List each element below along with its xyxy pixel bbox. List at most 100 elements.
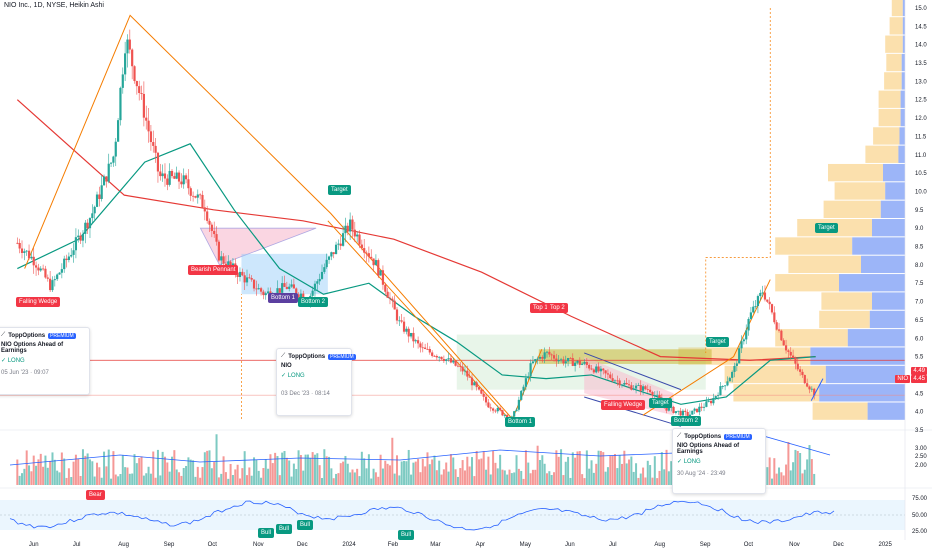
candle-body: [569, 358, 572, 359]
candle-body: [543, 352, 546, 359]
candle-body: [513, 411, 516, 417]
vp-buy-bar: [889, 17, 903, 35]
volume-bar: [98, 467, 101, 485]
idea-card-2[interactable]: ⟋ ToppOptions PREMIUM NIO ✓ LONG 03 Dec '2…: [276, 348, 356, 416]
volume-bar: [360, 451, 363, 485]
card-side: ✓ LONG: [677, 458, 761, 465]
volume-bar: [646, 460, 649, 485]
candle-body: [107, 163, 110, 182]
candle-body: [381, 270, 385, 285]
candle-body: [346, 225, 349, 232]
volume-bar: [56, 470, 59, 485]
volume-bar: [799, 452, 802, 485]
bearish-pennant-shape: [199, 227, 317, 266]
volume-bar: [131, 473, 134, 485]
tag-rsi-bull-3[interactable]: Bull: [297, 520, 314, 530]
volume-bar: [407, 449, 410, 485]
volume-bar: [564, 461, 567, 485]
volume-bar: [72, 461, 75, 485]
candle-body: [325, 259, 328, 268]
candle-body: [215, 234, 218, 242]
candle-body: [42, 268, 45, 270]
candle-body: [719, 386, 722, 396]
card-title: NIO Options Ahead of Earnings: [677, 443, 740, 455]
tag-rsi-bull-1[interactable]: Bull: [258, 528, 275, 538]
candle-body: [522, 386, 525, 391]
candle-body: [749, 312, 753, 320]
volume-bar: [576, 451, 579, 485]
volume-bar: [311, 452, 314, 485]
rsi-tick-label: 25.00: [912, 529, 928, 535]
volume-bar: [344, 455, 347, 485]
volume-bar: [117, 476, 120, 485]
volume-bar: [454, 469, 457, 485]
candle-body: [634, 385, 638, 389]
candle-body: [782, 340, 785, 346]
candle-body: [292, 284, 295, 289]
candle-body: [747, 319, 750, 331]
candle-body: [583, 362, 586, 364]
tag-rsi-bear[interactable]: Bear: [86, 490, 105, 500]
candle-body: [496, 407, 499, 412]
tag-target-4[interactable]: Target: [815, 223, 838, 233]
volume-bar: [246, 475, 249, 485]
volume-bar: [459, 468, 462, 485]
volume-bar: [185, 465, 188, 485]
tag-target-2[interactable]: Target: [649, 398, 672, 408]
tag-falling-wedge-2[interactable]: Falling Wedge: [601, 400, 646, 410]
candle-body: [576, 360, 579, 363]
candle-body: [44, 268, 47, 278]
time-tick-label: Feb: [388, 542, 399, 548]
candle-body: [578, 360, 581, 365]
vp-sell-bar: [819, 384, 905, 402]
card-title: NIO: [281, 363, 292, 369]
candle-body: [170, 170, 174, 177]
volume-bar: [304, 454, 307, 485]
idea-card-1[interactable]: ⟋ ToppOptions PREMIUM NIO Options Ahead of…: [0, 327, 90, 395]
vp-sell-bar: [847, 329, 905, 347]
candle-body: [278, 288, 281, 293]
tag-top-2[interactable]: Top 2: [547, 303, 568, 313]
idea-card-3[interactable]: ⟋ ToppOptions PREMIUM NIO Options Ahead of…: [672, 428, 766, 494]
vp-sell-bar: [883, 163, 905, 182]
volume-bar: [485, 469, 488, 485]
price-tick-label: 13.5: [915, 61, 927, 67]
candle-body: [562, 359, 565, 364]
candle-body: [700, 406, 703, 408]
tag-bottom-1-a[interactable]: Bottom 1: [268, 293, 299, 303]
volume-bar: [42, 466, 45, 485]
volume-bar: [39, 453, 42, 485]
candle-body: [641, 386, 645, 391]
candle-body: [74, 237, 78, 251]
tag-falling-wedge-1[interactable]: Falling Wedge: [16, 297, 61, 307]
tag-top-1[interactable]: Top 1: [530, 303, 551, 313]
tag-rsi-bull-2[interactable]: Bull: [276, 524, 293, 534]
candle-body: [745, 330, 748, 340]
tag-bottom-2-b[interactable]: Bottom 2: [671, 416, 702, 426]
tag-bearish-pennant[interactable]: Bearish Pennant: [188, 265, 239, 275]
volume-bar: [81, 449, 84, 485]
candle-body: [416, 340, 420, 344]
volume-bar: [567, 456, 570, 485]
candle-body: [177, 172, 181, 182]
vp-sell-bar: [880, 200, 905, 218]
candle-body: [70, 254, 73, 257]
card-brand: ToppOptions: [8, 332, 46, 339]
volume-bar: [152, 451, 155, 485]
candle-body: [674, 411, 678, 413]
tag-bottom-2-a[interactable]: Bottom 2: [298, 297, 329, 307]
candle-body: [618, 380, 621, 386]
candle-body: [611, 378, 614, 382]
vp-buy-bar: [885, 35, 903, 53]
candle-body: [297, 294, 300, 298]
tag-target-3[interactable]: Target: [706, 337, 729, 347]
tag-rsi-bull-4[interactable]: Bull: [398, 530, 415, 540]
volume-bar: [243, 451, 246, 485]
tag-bottom-1-b[interactable]: Bottom 1: [505, 417, 536, 427]
tag-target-1[interactable]: Target: [328, 185, 351, 195]
candle-body: [318, 278, 321, 282]
volume-bar: [665, 449, 668, 485]
rsi-line: [9, 500, 835, 531]
candle-body: [358, 234, 361, 245]
